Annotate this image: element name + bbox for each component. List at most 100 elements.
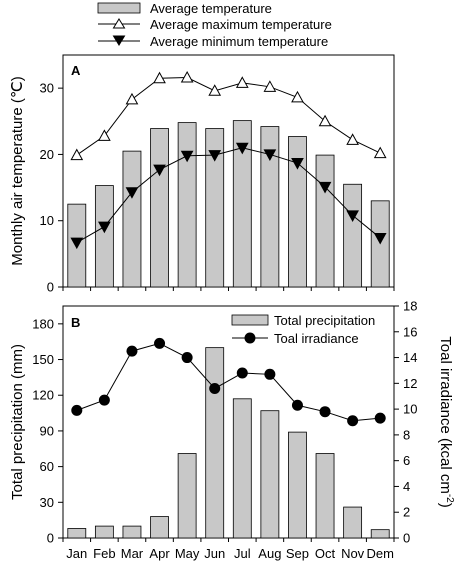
bar-jan — [67, 528, 87, 539]
bar-oct — [315, 154, 335, 288]
legend-marker-triangle-up-icon — [112, 18, 126, 29]
y2-tick-label: 10 — [403, 402, 417, 417]
min-point-mar — [125, 187, 139, 199]
y2-tick-label: 8 — [403, 427, 410, 442]
panel-a-max-series — [70, 70, 387, 161]
series-line — [76, 147, 381, 244]
max-point-jan — [70, 148, 84, 161]
bar-mar — [122, 150, 142, 288]
min-point-oct — [318, 181, 332, 194]
bar-feb — [94, 525, 114, 539]
x-tick-label-nov: Nov — [341, 546, 365, 561]
y-tick-label: 10 — [40, 213, 54, 228]
panel-b-y2-axis: 0 2 4 6 8 10 12 14 16 18 — [394, 299, 417, 546]
x-tick-label-oct: Oct — [315, 546, 336, 561]
x-tick-label-sep: Sep — [286, 546, 309, 561]
panel-b-legend: Total precipitation Toal irradiance — [231, 313, 375, 346]
bar-dem — [370, 529, 390, 539]
max-point-jun — [208, 84, 222, 96]
panel-a-min-series — [70, 142, 387, 250]
max-point-sep — [291, 90, 304, 103]
panel-a-label: A — [71, 63, 81, 78]
legend-label-irradiance: Toal irradiance — [274, 331, 359, 346]
irradiance-point-sep — [291, 399, 303, 411]
panel-b-y-axis: 0 30 60 90 120 150 180 — [32, 316, 63, 546]
legend-label-average-minimum: Average minimum temperature — [150, 34, 328, 49]
irradiance-point-dem — [374, 412, 386, 424]
irradiance-point-may — [181, 352, 193, 364]
panel-a-bars — [67, 120, 390, 288]
bar-aug — [260, 410, 280, 539]
legend-label-average-maximum: Average maximum temperature — [150, 17, 332, 32]
y-tick-label: 0 — [47, 531, 54, 546]
bar-jun — [205, 347, 225, 539]
bar-apr — [150, 516, 169, 539]
max-point-nov — [346, 133, 359, 145]
max-point-aug — [263, 80, 277, 92]
x-tick-label-aug: Aug — [258, 546, 281, 561]
y2-tick-label: 12 — [403, 376, 417, 391]
y-tick-label: 150 — [32, 352, 54, 367]
y-tick-label: 180 — [32, 316, 54, 331]
bar-apr — [150, 128, 169, 288]
irradiance-point-aug — [264, 368, 276, 380]
min-point-feb — [98, 221, 111, 234]
irradiance-point-jun — [209, 382, 221, 394]
legend-marker-circle-icon — [244, 332, 256, 344]
y2-tick-label: 18 — [403, 299, 417, 314]
irradiance-point-mar — [126, 345, 138, 357]
min-point-jun — [208, 150, 222, 162]
max-point-mar — [125, 92, 139, 105]
irradiance-point-apr — [154, 337, 166, 349]
bar-sep — [288, 136, 307, 288]
y-tick-label: 120 — [32, 388, 54, 403]
min-point-nov — [346, 210, 359, 222]
legend-swatch-total-precipitation — [231, 314, 269, 326]
irradiance-point-jul — [236, 367, 248, 379]
panel-a-y-axis-label: Monthly air temperature (℃) — [9, 76, 26, 265]
min-point-jan — [70, 237, 84, 250]
panel-b-label: B — [71, 315, 80, 330]
bar-jul — [232, 120, 252, 288]
series-line — [76, 77, 381, 156]
min-point-jul — [235, 142, 249, 155]
x-tick-label-mar: Mar — [121, 546, 144, 561]
x-tick-label-jun: Jun — [204, 546, 225, 561]
x-tick-label-dem: Dem — [366, 546, 393, 561]
y2-tick-label: 6 — [403, 453, 410, 468]
legend-marker-triangle-down-icon — [112, 35, 126, 46]
y2-label-close: ) — [437, 503, 454, 508]
min-point-may — [180, 150, 194, 163]
bar-may — [177, 122, 197, 288]
irradiance-point-nov — [347, 415, 359, 427]
y-tick-label: 30 — [40, 495, 54, 510]
panel-b-y2-axis-label: Toal irradiance (kcal cm-2) — [437, 336, 455, 507]
panel-b-irradiance-series — [71, 337, 386, 427]
panel-b-bars — [67, 347, 390, 539]
legend-label-total-precipitation: Total precipitation — [274, 313, 375, 328]
bar-nov — [343, 183, 363, 288]
bar-may — [177, 453, 197, 539]
panel-b-x-axis: Jan Feb Mar Apr May Jun Jul Aug Sep Oct Nov Dem — [62, 538, 395, 561]
y2-tick-label: 16 — [403, 324, 417, 339]
bar-nov — [343, 506, 363, 539]
y-tick-label: 0 — [47, 280, 54, 295]
y2-tick-label: 14 — [403, 350, 417, 365]
max-point-oct — [318, 114, 332, 127]
panel-a: A Monthly air temperature (℃) 0 10 20 30 — [9, 54, 395, 295]
min-point-dem — [373, 232, 387, 245]
panel-a-y-axis: 0 10 20 30 — [40, 81, 395, 295]
series-line — [76, 342, 381, 422]
y2-label-superscript: -2 — [444, 494, 455, 503]
min-point-apr — [153, 164, 166, 177]
min-point-aug — [263, 149, 277, 161]
irradiance-point-oct — [319, 406, 331, 418]
y-tick-label: 20 — [40, 147, 54, 162]
bar-jun — [205, 128, 225, 288]
panel-b-y-axis-label: Total precipitation (mm) — [9, 344, 26, 500]
y2-tick-label: 0 — [403, 531, 410, 546]
bar-feb — [94, 185, 114, 288]
top-legend: Average temperature Average maximum temp… — [97, 1, 332, 49]
y2-tick-label: 2 — [403, 505, 410, 520]
